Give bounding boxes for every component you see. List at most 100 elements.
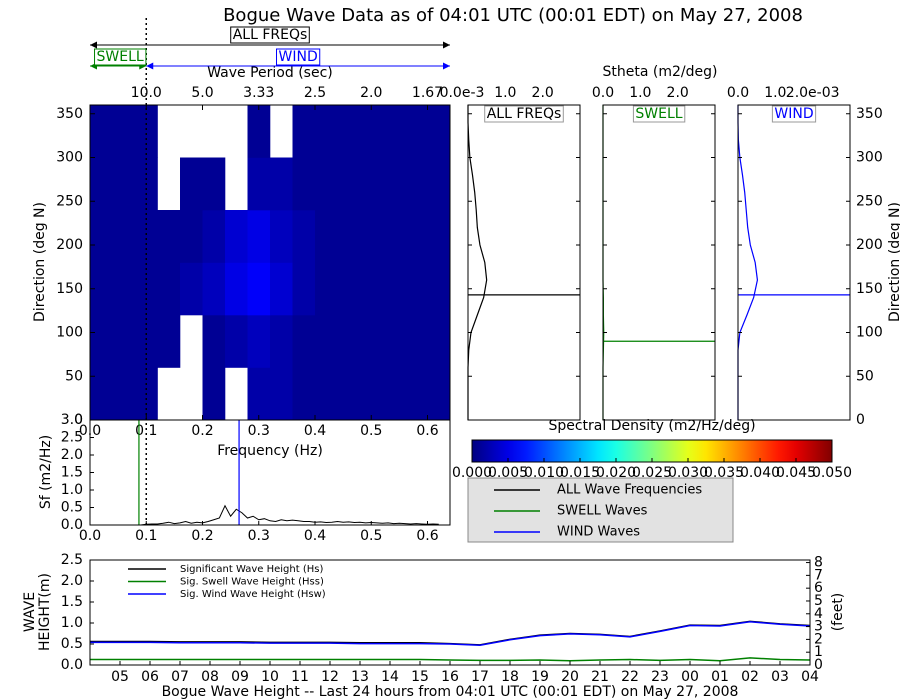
heatmap-cell (90, 315, 113, 368)
colorbar-tick-label: 0.040 (740, 465, 780, 481)
arrow-head (443, 41, 450, 49)
heatmap-cell (270, 210, 293, 263)
x-tick-label: 0.3 (248, 528, 270, 544)
heatmap-cell (427, 262, 451, 316)
band-label: SWELL (97, 49, 144, 65)
heatmap-cell (180, 210, 203, 263)
colorbar-tick-label: 0.000 (452, 465, 492, 481)
band-label: ALL FREQs (233, 27, 308, 43)
heatmap-cell (405, 157, 428, 211)
y-tick-label: 150 (56, 281, 83, 297)
band-label: WIND (279, 49, 318, 65)
x-tick-label: 00 (681, 669, 699, 685)
x2-tick-label: 5.0 (191, 85, 213, 101)
heatmap-cell (427, 157, 451, 211)
y-tick-label: 2.5 (61, 430, 83, 446)
y-tick-label: 100 (56, 325, 83, 341)
x-tick-label: 0.5 (360, 528, 382, 544)
x-tick-label: 0.0 (592, 85, 614, 101)
spectrum-line (140, 504, 439, 526)
x-tick-label: 07 (171, 669, 189, 685)
y2-tick-label: 5 (814, 593, 823, 609)
y-tick-label: 1.0 (61, 482, 83, 498)
heatmap-cell (360, 367, 383, 421)
heatmap-cell (270, 262, 293, 316)
heatmap-cell (90, 157, 113, 211)
heatmap-cell (247, 367, 271, 421)
heatmap-cell (382, 157, 406, 211)
plot-frame (737, 104, 851, 421)
heatmap-cell (180, 157, 203, 211)
plot-frame (602, 104, 716, 421)
x-tick-label: 02 (741, 669, 759, 685)
x-tick-label: 0.2 (191, 423, 213, 439)
heatmap-cell (157, 262, 181, 316)
heatmap-cell (247, 105, 271, 158)
x2-tick-label: 2.0 (360, 85, 382, 101)
heatmap-cell (337, 262, 361, 316)
y-tick-label: 50 (65, 368, 83, 384)
colorbar-tick-label: 0.005 (488, 465, 528, 481)
colorbar-tick-label: 0.050 (812, 465, 852, 481)
heatmap-cell (382, 315, 406, 368)
heatmap-cell (337, 210, 361, 263)
height-line (90, 620, 811, 647)
x-tick-label: 08 (201, 669, 219, 685)
x-tick-label: 01 (711, 669, 729, 685)
heatmap-cell (405, 262, 428, 316)
heatmap-cell (405, 210, 428, 263)
heatmap-cell (292, 262, 316, 316)
heatmap-cell (135, 210, 158, 263)
heatmap-cell (135, 105, 158, 158)
y-tick-label: 100 (856, 325, 883, 341)
x-tick-label: 0.0 (79, 528, 101, 544)
arrow-head (443, 62, 450, 70)
x-tick-label: 0.0e-3 (440, 85, 485, 101)
arrow-head (146, 62, 154, 70)
y-tick-label: 2.0 (61, 573, 83, 589)
x-tick-label: 13 (351, 669, 369, 685)
x-tick-label: 0.6 (416, 423, 438, 439)
x-tick-label: 21 (591, 669, 609, 685)
heatmap-cell (112, 262, 136, 316)
y-tick-label: 200 (856, 237, 883, 253)
y2-axis-label: (feet) (830, 593, 846, 632)
x-tick-label: 0.4 (304, 423, 326, 439)
x-tick-label: 0.6 (416, 528, 438, 544)
x-tick-label: 0.4 (304, 528, 326, 544)
panel-label: ALL FREQs (487, 106, 562, 122)
heatmap-cell (247, 157, 271, 211)
x-tick-label: 16 (441, 669, 459, 685)
x-tick-label: 10 (261, 669, 279, 685)
heatmap-cell (360, 210, 383, 263)
heatmap-cell (292, 157, 316, 211)
y-axis-label: HEIGHT(m) (37, 573, 53, 651)
heatmap-cell (202, 367, 226, 421)
heatmap-cell (382, 210, 406, 263)
legend-label: ALL Wave Frequencies (557, 483, 702, 498)
heatmap-cell (427, 367, 451, 421)
colorbar-tick-label: 0.025 (632, 465, 672, 481)
x-tick-label: 12 (321, 669, 339, 685)
heatmap-cell (405, 367, 428, 421)
y-tick-label: 2.0 (61, 447, 83, 463)
y2-tick-label: 8 (814, 555, 823, 571)
y-tick-label: 0.0 (61, 517, 83, 533)
heatmap-cell (247, 210, 271, 263)
y-tick-label: 50 (856, 368, 874, 384)
heatmap-cell (270, 367, 293, 421)
y-tick-label: 350 (856, 106, 883, 122)
heatmap-cell (315, 367, 338, 421)
heatmap-cell (360, 262, 383, 316)
x-tick-label: 05 (111, 669, 129, 685)
y2-tick-label: 6 (814, 580, 823, 596)
panel-bg (738, 105, 850, 420)
y-tick-label: 1.5 (61, 465, 83, 481)
chart-title: Bogue Wave Data as of 04:01 UTC (00:01 E… (223, 5, 803, 26)
x2-tick-label: 2.5 (304, 85, 326, 101)
heatmap-cell (270, 157, 293, 211)
heatmap-cell (360, 105, 383, 158)
y-axis-label: Direction (deg N) (32, 202, 48, 322)
heatmap-cell (225, 210, 248, 263)
legend-label: Sig. Wind Wave Height (Hsw) (180, 589, 326, 600)
